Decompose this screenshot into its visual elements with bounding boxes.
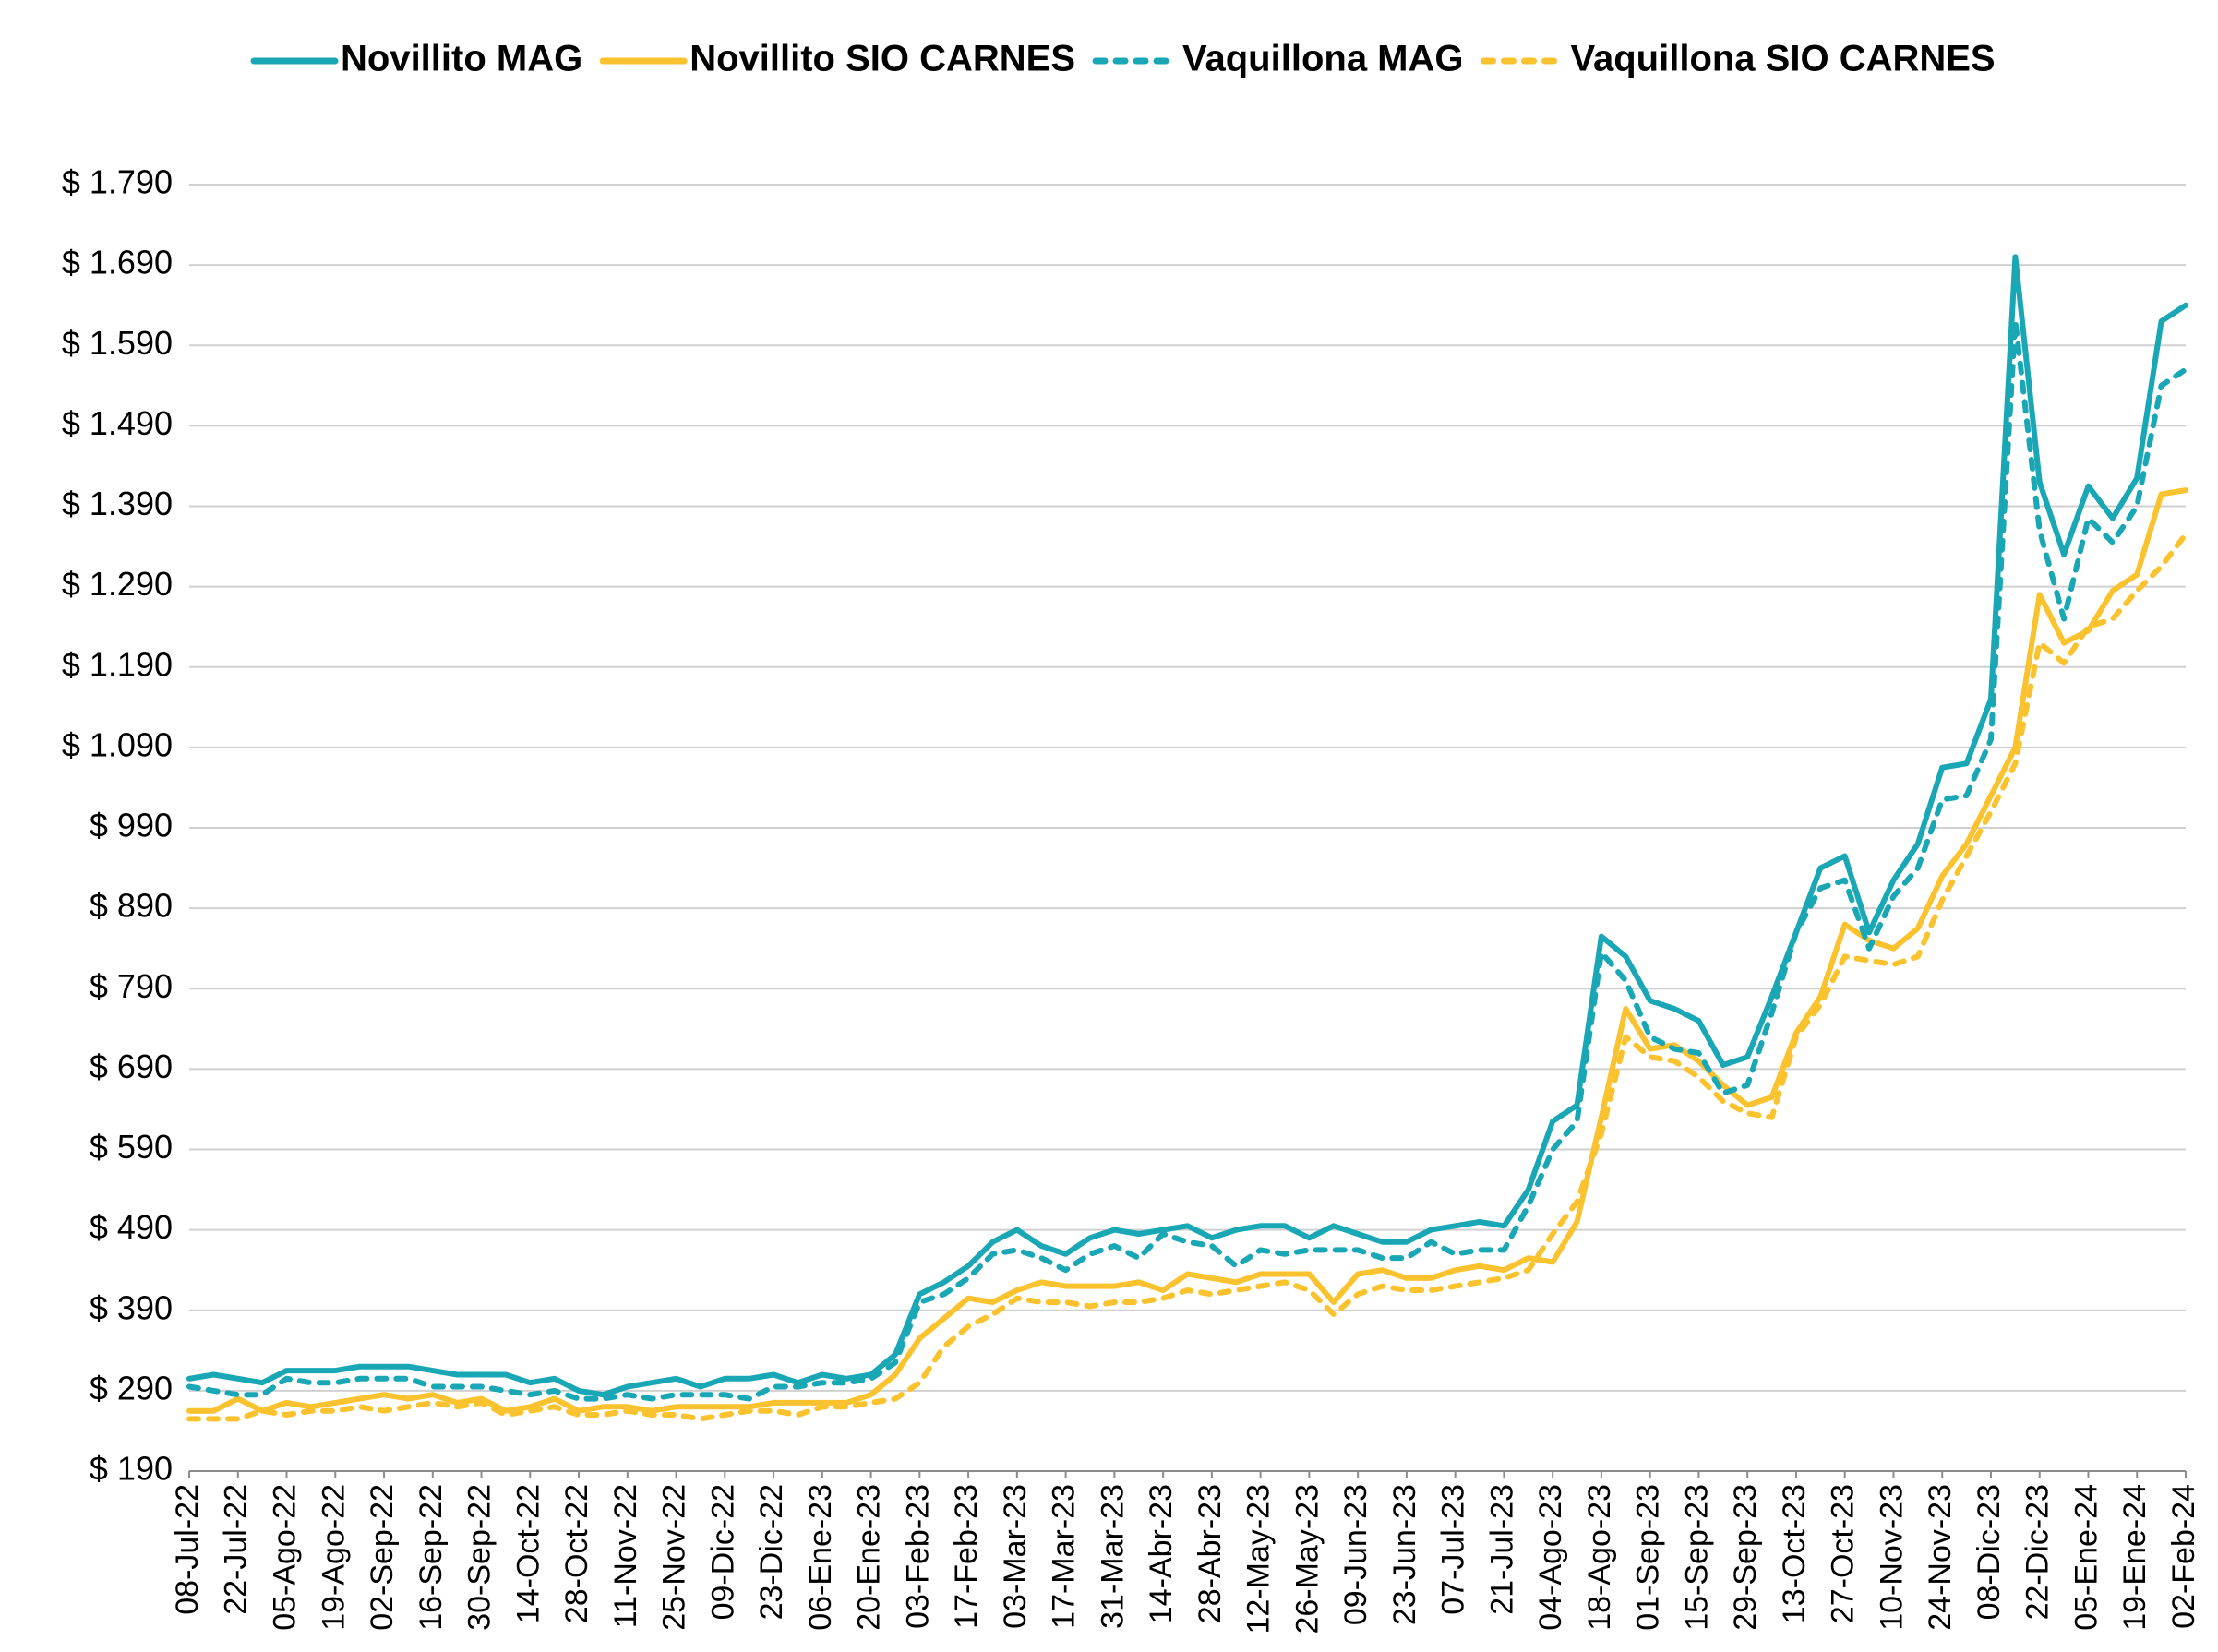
series-line (186, 532, 2188, 1422)
y-tick-label: $ 1.790 (62, 163, 173, 201)
x-tick-label: 16-Sep-22 (414, 1484, 449, 1631)
y-tick-label: $ 690 (90, 1047, 173, 1085)
series-line (186, 487, 2188, 1414)
x-tick-label: 19-Ene-24 (2117, 1484, 2152, 1631)
x-tick-label: 19-Ago-22 (316, 1484, 351, 1631)
legend-label: Novillito MAG (341, 39, 582, 79)
x-tick-label: 08-Dic-23 (1972, 1484, 2007, 1620)
x-tick-label: 26-May-23 (1289, 1484, 1325, 1634)
x-tick-label: 11-Nov-22 (608, 1484, 643, 1628)
y-tick-label: $ 590 (90, 1128, 173, 1166)
x-tick-label: 13-Oct-23 (1777, 1484, 1812, 1623)
x-tick-label: 23-Dic-22 (754, 1484, 789, 1620)
y-tick-label: $ 1.290 (62, 565, 173, 603)
x-tick-label: 05-Ago-22 (267, 1484, 302, 1631)
y-tick-label: $ 1.490 (62, 404, 173, 442)
x-tick-label: 07-Jul-23 (1436, 1484, 1471, 1615)
x-tick-label: 14-Abr-23 (1144, 1484, 1179, 1623)
x-tick-label: 23-Jun-23 (1387, 1484, 1422, 1625)
x-tick-label: 03-Feb-23 (900, 1484, 935, 1629)
x-tick-label: 17-Feb-23 (949, 1484, 984, 1629)
x-tick-label: 31-Mar-23 (1095, 1484, 1130, 1629)
y-tick-label: $ 990 (90, 807, 173, 844)
x-tick-label: 21-Jul-23 (1484, 1484, 1519, 1615)
x-tick-label: 25-Nov-22 (657, 1484, 692, 1631)
x-tick-label: 12-May-23 (1241, 1484, 1277, 1634)
x-tick-label: 15-Sep-23 (1679, 1484, 1714, 1631)
x-tick-label: 04-Ago-23 (1533, 1484, 1568, 1631)
x-tick-label: 10-Nov-23 (1874, 1484, 1909, 1631)
x-tick-label: 09-Jun-23 (1338, 1484, 1373, 1625)
x-tick-label: 01-Sep-23 (1631, 1484, 1666, 1631)
x-tick-label: 29-Sep-23 (1728, 1484, 1763, 1631)
y-tick-label: $ 390 (90, 1288, 173, 1326)
x-tick-label: 14-Oct-22 (510, 1484, 546, 1623)
x-tick-label: 17-Mar-23 (1047, 1484, 1082, 1629)
y-tick-label: $ 1.690 (62, 244, 173, 281)
y-tick-label: $ 490 (90, 1208, 173, 1246)
y-tick-label: $ 1.190 (62, 645, 173, 683)
series-line (186, 254, 2188, 1398)
legend-item: Vaquillona MAG (1092, 39, 1464, 79)
y-tick-label: $ 1.390 (62, 485, 173, 522)
legend-item: Novillito MAG (250, 39, 582, 79)
legend-label: Novillito SIO CARNES (689, 39, 1075, 79)
x-tick-label: 02-Feb-24 (2166, 1484, 2201, 1629)
y-tick-label: $ 190 (90, 1450, 173, 1488)
x-tick-label: 06-Ene-23 (803, 1484, 838, 1631)
legend-item: Novillito SIO CARNES (599, 39, 1075, 79)
legend-label: Vaquillona SIO CARNES (1571, 39, 1996, 79)
x-tick-label: 22-Jul-22 (219, 1484, 254, 1615)
x-tick-label: 28-Abr-23 (1193, 1484, 1228, 1623)
x-tick-label: 08-Jul-22 (170, 1484, 205, 1615)
y-tick-label: $ 290 (90, 1369, 173, 1407)
x-tick-label: 24-Nov-23 (1923, 1484, 1958, 1631)
x-tick-label: 03-Mar-23 (998, 1484, 1033, 1629)
legend-label: Vaquillona MAG (1182, 39, 1463, 79)
legend-item: Vaquillona SIO CARNES (1481, 39, 1996, 79)
x-tick-label: 05-Ene-24 (2068, 1484, 2104, 1631)
x-tick-label: 02-Sep-22 (365, 1484, 400, 1631)
x-tick-label: 20-Ene-23 (852, 1484, 887, 1631)
x-tick-label: 27-Oct-23 (1826, 1484, 1861, 1623)
y-tick-label: $ 1.590 (62, 324, 173, 362)
y-tick-label: $ 890 (90, 887, 173, 925)
series-line (186, 318, 2188, 1402)
x-tick-label: 28-Oct-22 (559, 1484, 594, 1623)
x-tick-label: 22-Dic-23 (2020, 1484, 2056, 1620)
y-tick-label: $ 1.090 (62, 725, 173, 763)
y-tick-label: $ 790 (90, 967, 173, 1005)
x-tick-label: 09-Dic-22 (705, 1484, 740, 1620)
x-tick-label: 18-Ago-23 (1582, 1484, 1617, 1631)
x-tick-label: 30-Sep-22 (462, 1484, 498, 1631)
